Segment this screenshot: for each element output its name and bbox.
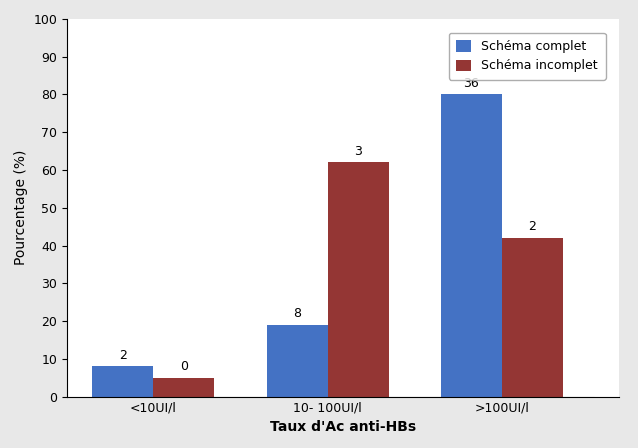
Bar <box>267 325 327 396</box>
Bar <box>153 378 214 396</box>
Text: 36: 36 <box>464 77 479 90</box>
Bar <box>441 95 502 396</box>
Text: 0: 0 <box>180 360 188 373</box>
Text: 3: 3 <box>354 145 362 158</box>
Text: 2: 2 <box>119 349 126 362</box>
Bar <box>327 163 389 396</box>
Text: 8: 8 <box>293 307 301 320</box>
Bar <box>92 366 153 396</box>
X-axis label: Taux d'Ac anti-HBs: Taux d'Ac anti-HBs <box>270 420 417 434</box>
Y-axis label: Pourcentage (%): Pourcentage (%) <box>14 150 28 266</box>
Polygon shape <box>92 396 595 412</box>
Text: 2: 2 <box>528 220 537 233</box>
Legend: Schéma complet, Schéma incomplet: Schéma complet, Schéma incomplet <box>449 33 605 80</box>
Bar <box>502 238 563 396</box>
